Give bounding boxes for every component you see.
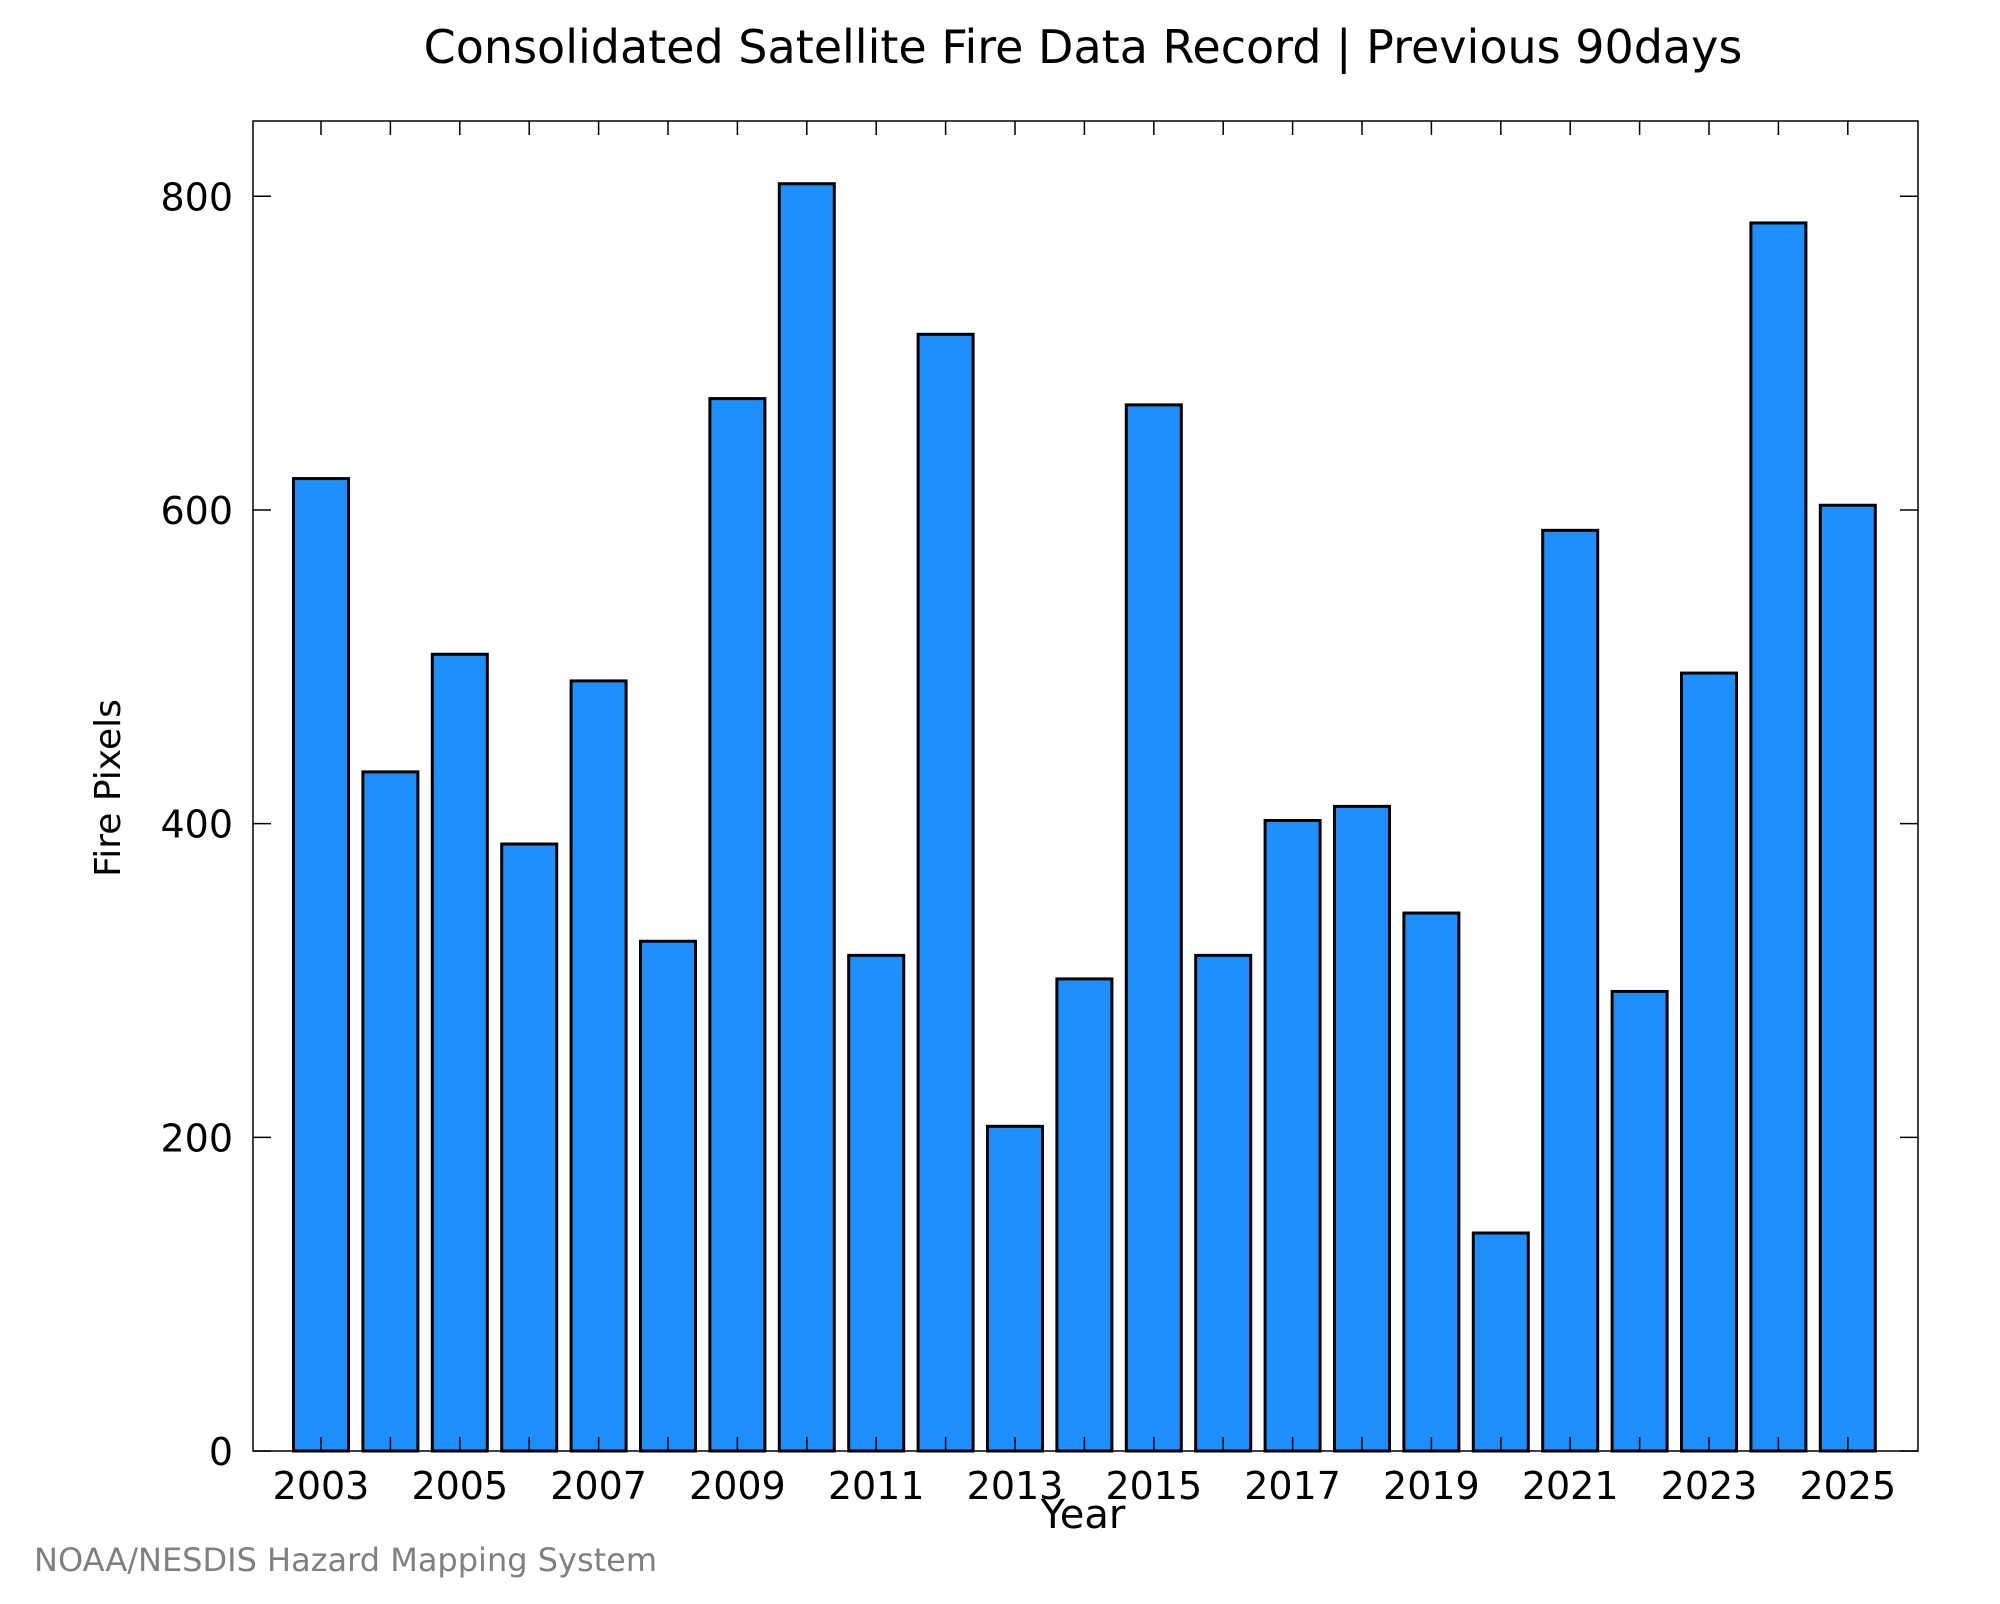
bar-2023	[1680, 671, 1738, 1453]
x-tick-label: 2019	[1383, 1464, 1480, 1508]
bar-2024	[1749, 221, 1808, 1453]
y-tick-label: 800	[160, 175, 233, 219]
y-tick-label: 400	[160, 803, 233, 847]
bar-2018	[1333, 804, 1391, 1453]
x-tick-label: 2011	[828, 1464, 925, 1508]
x-tick-label: 2015	[1105, 1464, 1202, 1508]
y-tick-label: 200	[160, 1116, 233, 1160]
bar-2017	[1263, 819, 1322, 1453]
bar-2007	[569, 679, 628, 1453]
x-tick-label: 2009	[689, 1464, 786, 1508]
bar-2003	[292, 477, 350, 1453]
x-tick-label: 2021	[1522, 1464, 1619, 1508]
bar-2012	[916, 332, 975, 1453]
x-axis-label: Year	[1040, 1492, 1126, 1538]
x-tick-label: 2007	[550, 1464, 647, 1508]
bar-2008	[639, 939, 697, 1453]
y-tick-label: 600	[160, 489, 233, 533]
bar-2009	[708, 397, 767, 1453]
chart-title: Consolidated Satellite Fire Data Record …	[424, 20, 1743, 75]
bar-2013	[986, 1124, 1044, 1453]
plot-area: 0 200 400 600 800 2003 2005 2007 2009 2011 2013 201…	[160, 120, 1919, 1508]
bar-2011	[847, 953, 906, 1453]
bar-2020	[1471, 1231, 1530, 1453]
x-tick-label: 2003	[273, 1464, 370, 1508]
x-tick-label: 2023	[1661, 1464, 1758, 1508]
bar-2015	[1124, 403, 1183, 1453]
x-tick-label: 2017	[1244, 1464, 1341, 1508]
bar-2016	[1194, 953, 1253, 1453]
x-tick-label: 2025	[1799, 1464, 1896, 1508]
bar-2021	[1541, 528, 1600, 1453]
x-tick-label: 2005	[411, 1464, 508, 1508]
y-axis-label: Fire Pixels	[88, 699, 129, 877]
bar-2006	[500, 842, 559, 1453]
bar-2025	[1818, 503, 1877, 1453]
bar-2004	[361, 770, 420, 1453]
bar-2022	[1610, 989, 1669, 1453]
source-credit: NOAA/NESDIS Hazard Mapping System	[34, 1541, 657, 1579]
bar-2014	[1055, 977, 1114, 1453]
bar-2005	[430, 652, 489, 1453]
x-tick-label: 2013	[967, 1464, 1064, 1508]
y-tick-label: 0	[209, 1430, 233, 1474]
bar-2010	[777, 182, 836, 1453]
bar-2019	[1402, 911, 1461, 1453]
